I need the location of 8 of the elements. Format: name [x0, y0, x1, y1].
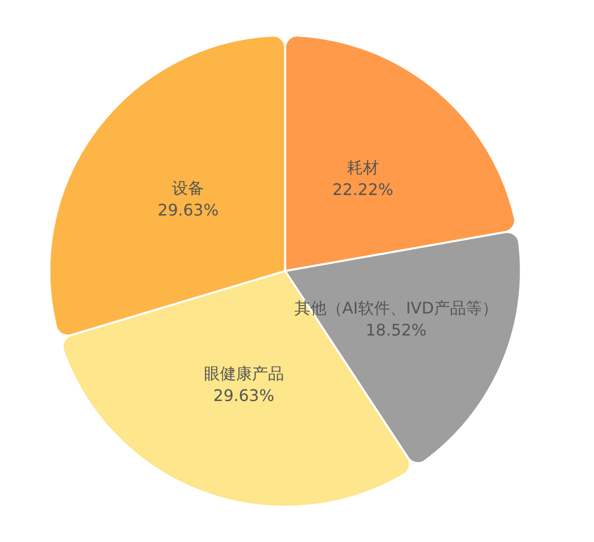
slice-label: 设备	[172, 178, 204, 198]
data-label: 29.63%	[158, 200, 219, 220]
slice-label: 耗材	[346, 158, 379, 177]
slice-label: 其他（AI软件、IVD产品等）	[294, 298, 498, 318]
data-label: 18.52%	[366, 320, 427, 340]
data-label: 29.63%	[213, 386, 274, 406]
data-label: 22.22%	[332, 180, 394, 199]
slice-label: 眼健康产品	[204, 364, 284, 384]
